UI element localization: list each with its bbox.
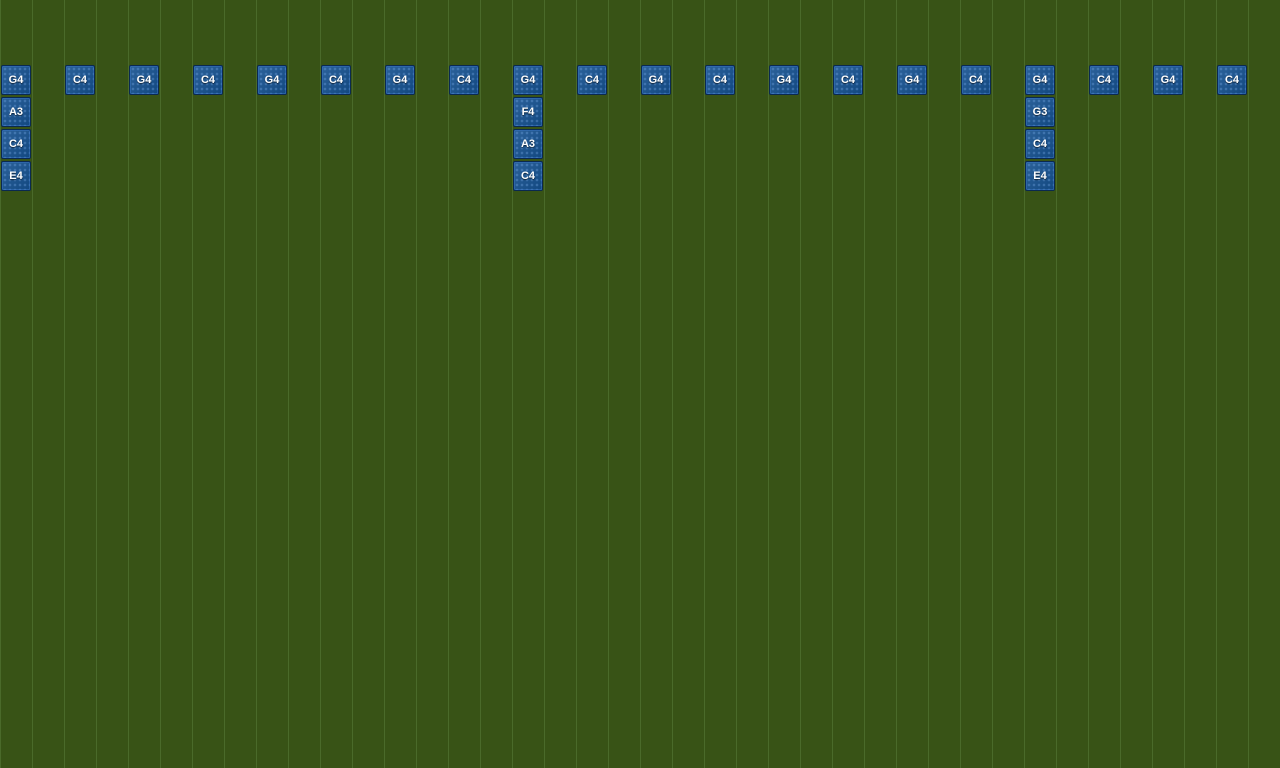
note-column: G4: [1152, 65, 1184, 97]
note-label: G4: [776, 73, 792, 86]
note-label: G4: [1160, 73, 1176, 86]
note-block[interactable]: C4: [65, 65, 95, 95]
note-block[interactable]: G4: [129, 65, 159, 95]
note-block[interactable]: C4: [321, 65, 351, 95]
note-label: C4: [8, 137, 24, 150]
note-label: G4: [648, 73, 664, 86]
note-column: C4: [576, 65, 608, 97]
note-block[interactable]: C4: [1089, 65, 1119, 95]
note-block[interactable]: A3: [513, 129, 543, 159]
note-label: C4: [1096, 73, 1112, 86]
note-label: C4: [712, 73, 728, 86]
note-block[interactable]: E4: [1025, 161, 1055, 191]
note-column: G4: [256, 65, 288, 97]
note-block[interactable]: G4: [385, 65, 415, 95]
note-block[interactable]: C4: [1, 129, 31, 159]
note-column: G4: [640, 65, 672, 97]
note-block[interactable]: G4: [769, 65, 799, 95]
note-block[interactable]: C4: [193, 65, 223, 95]
note-label: G4: [264, 73, 280, 86]
note-block[interactable]: G4: [1, 65, 31, 95]
note-block[interactable]: C4: [449, 65, 479, 95]
note-column: C4: [1216, 65, 1248, 97]
note-column: C4: [64, 65, 96, 97]
note-block[interactable]: G4: [513, 65, 543, 95]
note-block[interactable]: F4: [513, 97, 543, 127]
note-block[interactable]: C4: [577, 65, 607, 95]
note-label: A3: [520, 137, 536, 150]
note-block[interactable]: G3: [1025, 97, 1055, 127]
note-block[interactable]: G4: [1025, 65, 1055, 95]
note-label: C4: [72, 73, 88, 86]
note-label: G3: [1032, 105, 1048, 118]
note-block[interactable]: C4: [961, 65, 991, 95]
note-label: E4: [1033, 169, 1047, 182]
note-block[interactable]: C4: [1217, 65, 1247, 95]
note-label: G4: [136, 73, 152, 86]
note-column: C4: [320, 65, 352, 97]
note-label: A3: [8, 105, 24, 118]
note-block[interactable]: C4: [1025, 129, 1055, 159]
note-column: G4: [128, 65, 160, 97]
note-column: G4 F4 A3 C4: [512, 65, 544, 193]
note-block[interactable]: G4: [897, 65, 927, 95]
note-block[interactable]: G4: [1153, 65, 1183, 95]
note-label: C4: [456, 73, 472, 86]
note-label: G4: [904, 73, 920, 86]
note-block[interactable]: G4: [641, 65, 671, 95]
note-label: G4: [520, 73, 536, 86]
note-block[interactable]: E4: [1, 161, 31, 191]
note-label: C4: [520, 169, 536, 182]
note-column: C4: [960, 65, 992, 97]
note-label: C4: [584, 73, 600, 86]
note-label: G4: [1032, 73, 1048, 86]
note-label: F4: [521, 105, 535, 118]
note-label: G4: [8, 73, 24, 86]
note-label: C4: [1224, 73, 1240, 86]
note-block[interactable]: A3: [1, 97, 31, 127]
note-column: G4: [896, 65, 928, 97]
note-label: C4: [968, 73, 984, 86]
note-column: G4: [768, 65, 800, 97]
note-column: C4: [1088, 65, 1120, 97]
note-label: C4: [1032, 137, 1048, 150]
note-label: E4: [9, 169, 23, 182]
note-column: G4: [384, 65, 416, 97]
note-block[interactable]: C4: [833, 65, 863, 95]
note-block[interactable]: C4: [705, 65, 735, 95]
note-label: C4: [328, 73, 344, 86]
note-column: C4: [704, 65, 736, 97]
note-label: C4: [840, 73, 856, 86]
note-label: G4: [392, 73, 408, 86]
note-column: G4 A3 C4 E4: [0, 65, 32, 193]
note-column: C4: [192, 65, 224, 97]
note-column: G4 G3 C4 E4: [1024, 65, 1056, 193]
note-column: C4: [448, 65, 480, 97]
note-label: C4: [200, 73, 216, 86]
note-block[interactable]: G4: [257, 65, 287, 95]
note-column: C4: [832, 65, 864, 97]
note-block[interactable]: C4: [513, 161, 543, 191]
